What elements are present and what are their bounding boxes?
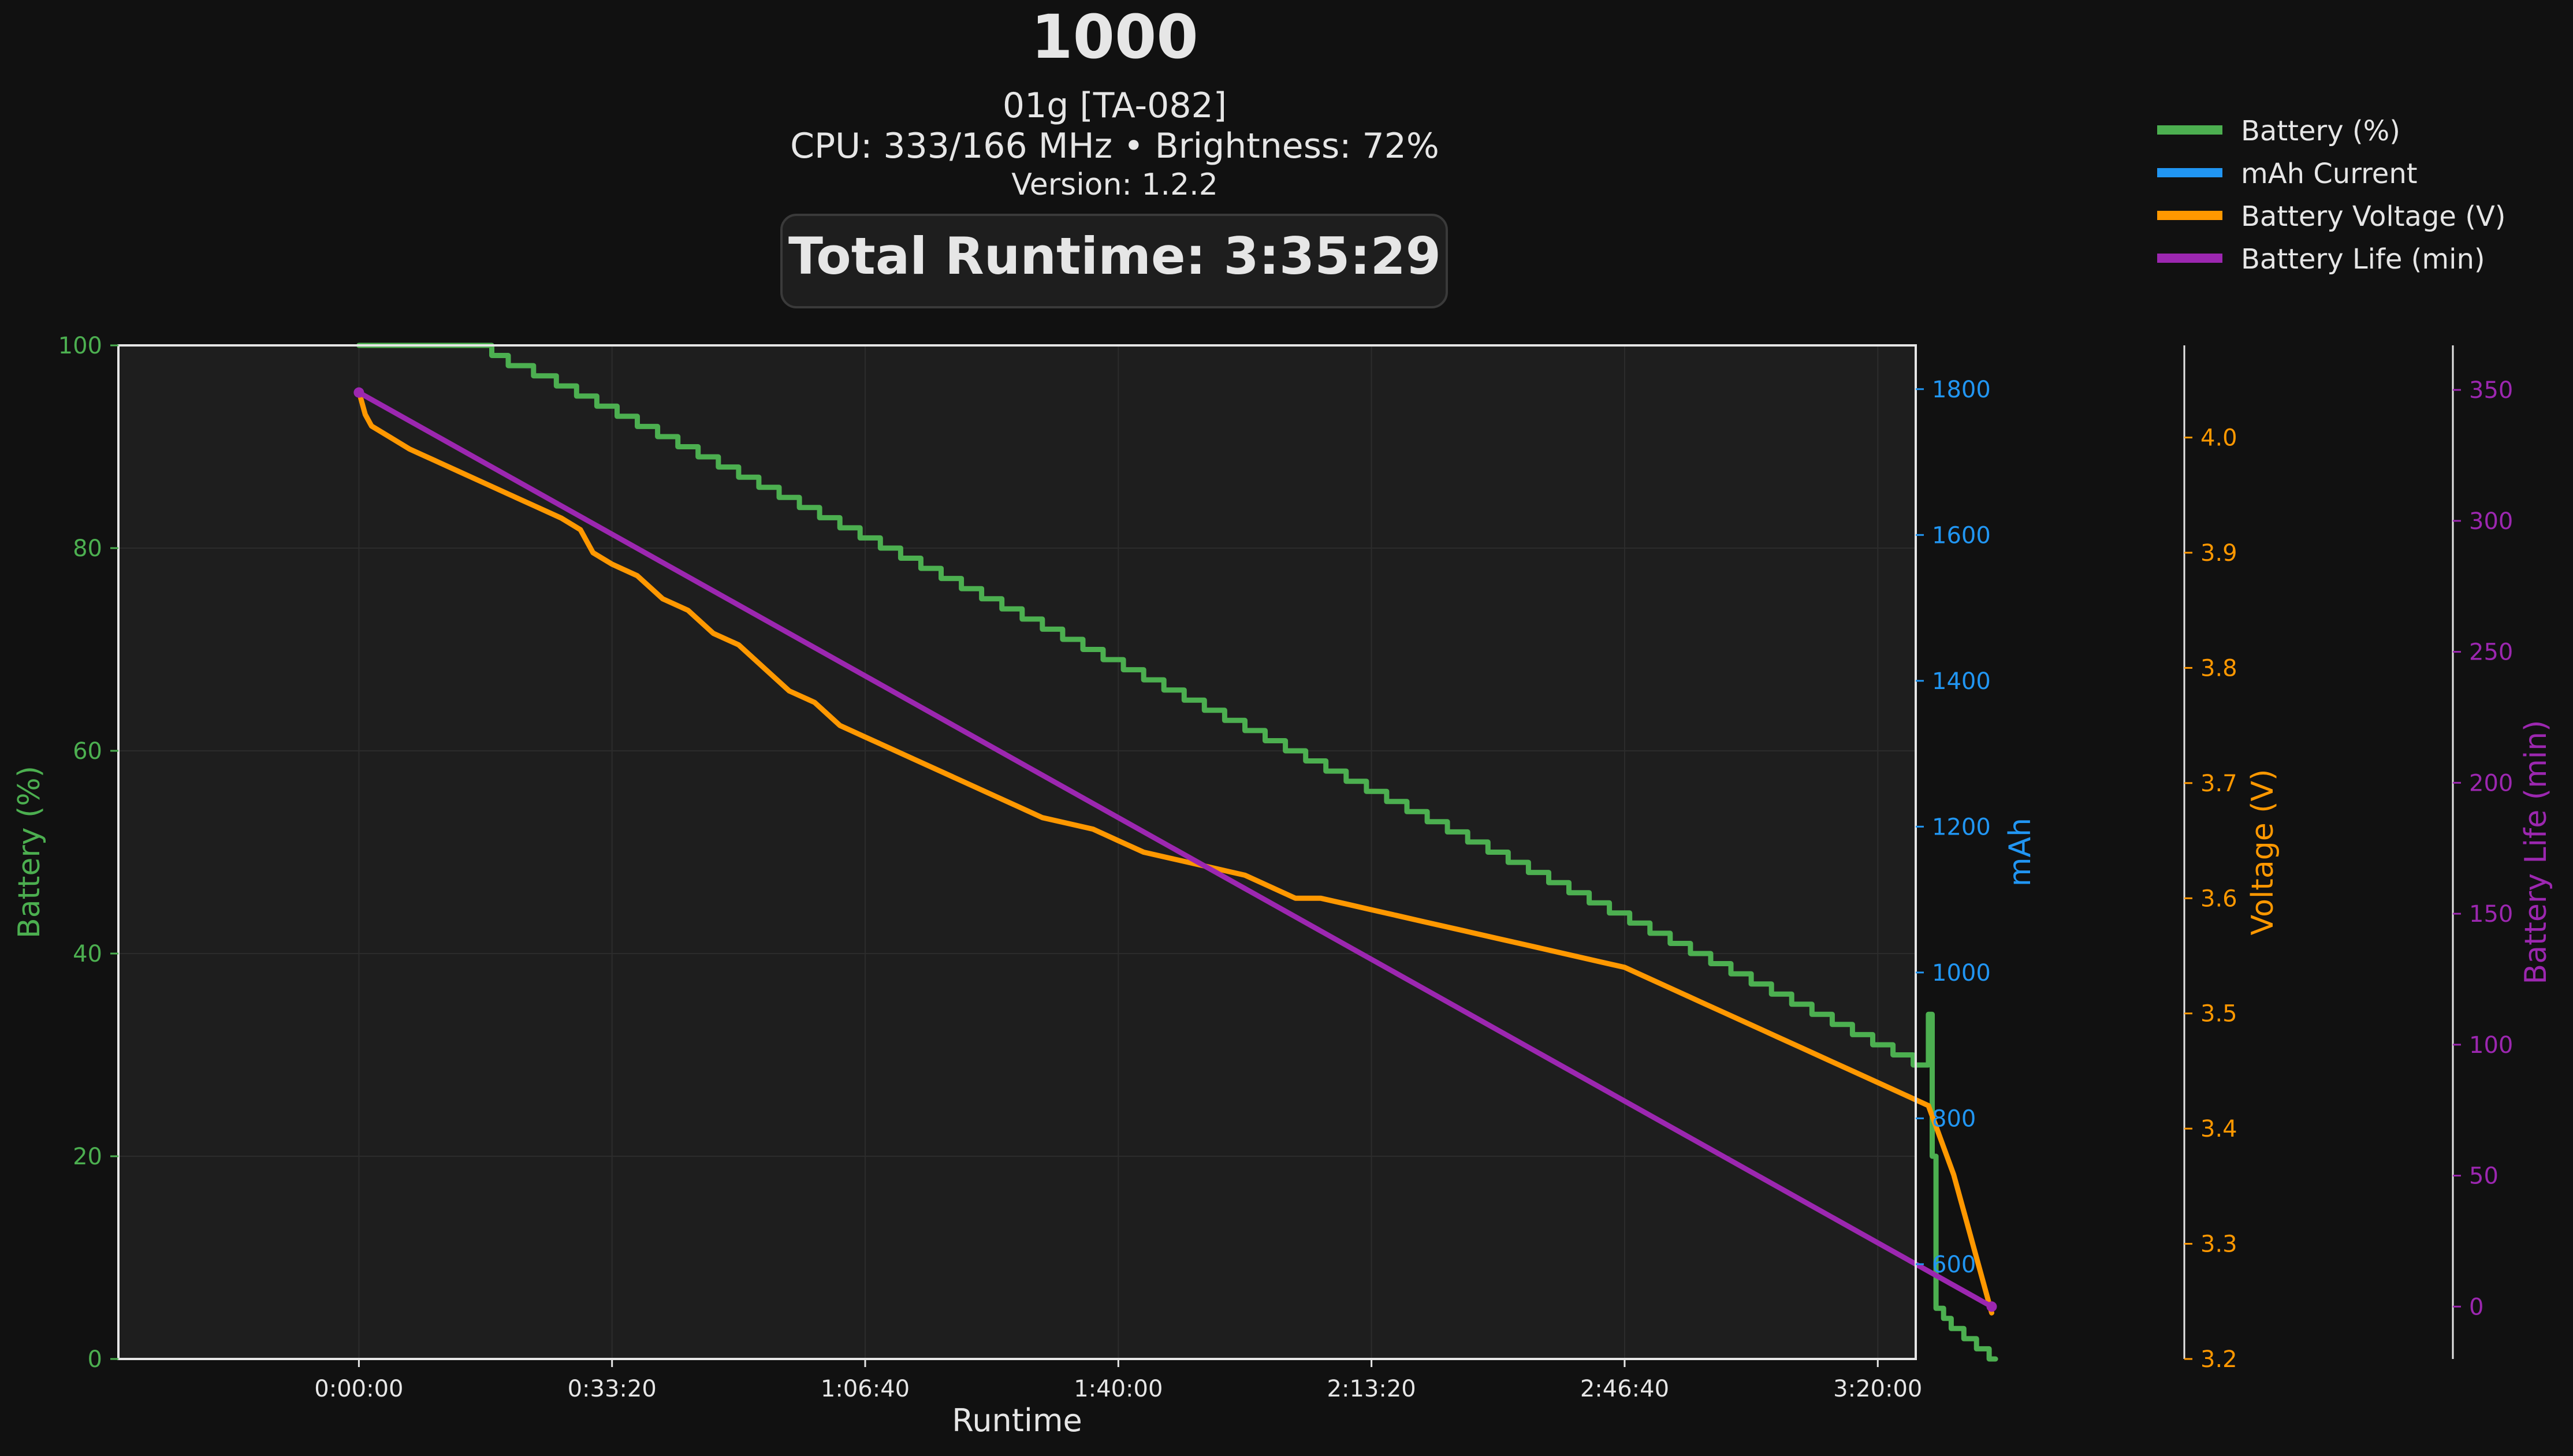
voltage-tick-label: 3.7 <box>2200 770 2237 797</box>
total-runtime-box <box>780 214 1448 308</box>
plot-frame <box>117 344 1917 1360</box>
life-tick-label: 100 <box>2469 1032 2513 1059</box>
life-tick-label: 0 <box>2469 1294 2483 1320</box>
x-tick-label: 1:40:00 <box>1074 1376 1163 1402</box>
life-axis-label: Battery Life (min) <box>2519 720 2553 985</box>
voltage-tick-label: 3.4 <box>2200 1116 2237 1142</box>
plot-area <box>118 345 1916 1359</box>
legend: Battery (%) mAh Current Battery Voltage (V… <box>2157 115 2506 275</box>
battery-tick-label: 60 <box>73 738 102 765</box>
series-line-battery <box>356 342 1998 1362</box>
battery-tick-label: 0 <box>88 1346 102 1373</box>
voltage-tick-label: 3.3 <box>2200 1231 2237 1258</box>
x-tick-label: 0:33:20 <box>568 1376 657 1402</box>
legend-label: mAh Current <box>2241 158 2418 190</box>
mah-tick-label: 1400 <box>1932 668 1991 695</box>
series-line-life <box>356 390 1994 1309</box>
legend-label: Battery Voltage (V) <box>2241 200 2506 233</box>
life-tick-label: 300 <box>2469 508 2513 535</box>
mah-axis-label: mAh <box>2003 818 2038 887</box>
series-layer <box>353 342 1998 1362</box>
cpu-brightness-subtitle: CPU: 333/166 MHz • Brightness: 72% <box>790 126 1439 166</box>
battery-tick-label: 100 <box>58 333 102 359</box>
x-tick-label: 0:00:00 <box>314 1376 403 1402</box>
life-tick-label: 150 <box>2469 901 2513 928</box>
mah-tick-label: 1000 <box>1932 960 1991 986</box>
voltage-tick-label: 3.9 <box>2200 540 2237 567</box>
mah-tick-label: 1200 <box>1932 814 1991 840</box>
mah-tick-label: 600 <box>1932 1252 1976 1278</box>
x-tick-label: 2:13:20 <box>1327 1376 1416 1402</box>
battery-tick-label: 40 <box>73 941 102 967</box>
x-tick-label: 1:06:40 <box>821 1376 910 1402</box>
voltage-axis-label: Voltage (V) <box>2246 769 2280 936</box>
life-tick-label: 200 <box>2469 770 2513 796</box>
mah-tick-label: 1600 <box>1932 522 1991 549</box>
axes-layer: 0:00:00 0:33:20 1:06:40 1:40:00 2:13:20 2:46:… <box>12 333 2553 1402</box>
x-tick-label: 3:20:00 <box>1833 1376 1922 1402</box>
x-tick-label: 2:46:40 <box>1580 1376 1669 1402</box>
voltage-tick-label: 3.5 <box>2200 1001 2237 1027</box>
series-line-voltage <box>356 389 1994 1316</box>
version-subtitle: Version: 1.2.2 <box>1011 167 1218 202</box>
series-point-life <box>353 387 364 398</box>
chart-title: 1000 <box>1031 2 1198 72</box>
device-subtitle: 01g [TA-082] <box>1003 85 1227 126</box>
voltage-tick-label: 4.0 <box>2200 425 2237 452</box>
total-runtime-label: Total Runtime: 3:35:29 <box>788 226 1441 286</box>
battery-tick-label: 20 <box>73 1144 102 1170</box>
mah-tick-label: 1800 <box>1932 377 1991 403</box>
battery-axis-label: Battery (%) <box>12 766 47 939</box>
voltage-tick-label: 3.8 <box>2200 655 2237 682</box>
battery-tick-label: 80 <box>73 535 102 562</box>
life-tick-label: 250 <box>2469 639 2513 666</box>
voltage-tick-label: 3.2 <box>2200 1346 2237 1373</box>
x-axis-label: Runtime <box>952 1402 1082 1439</box>
life-tick-label: 350 <box>2469 377 2513 404</box>
voltage-tick-label: 3.6 <box>2200 885 2237 912</box>
mah-tick-label: 800 <box>1932 1105 1976 1132</box>
legend-label: Battery Life (min) <box>2241 243 2485 275</box>
life-tick-label: 50 <box>2469 1163 2498 1190</box>
series-point-life <box>1986 1301 1997 1312</box>
legend-label: Battery (%) <box>2241 115 2400 147</box>
